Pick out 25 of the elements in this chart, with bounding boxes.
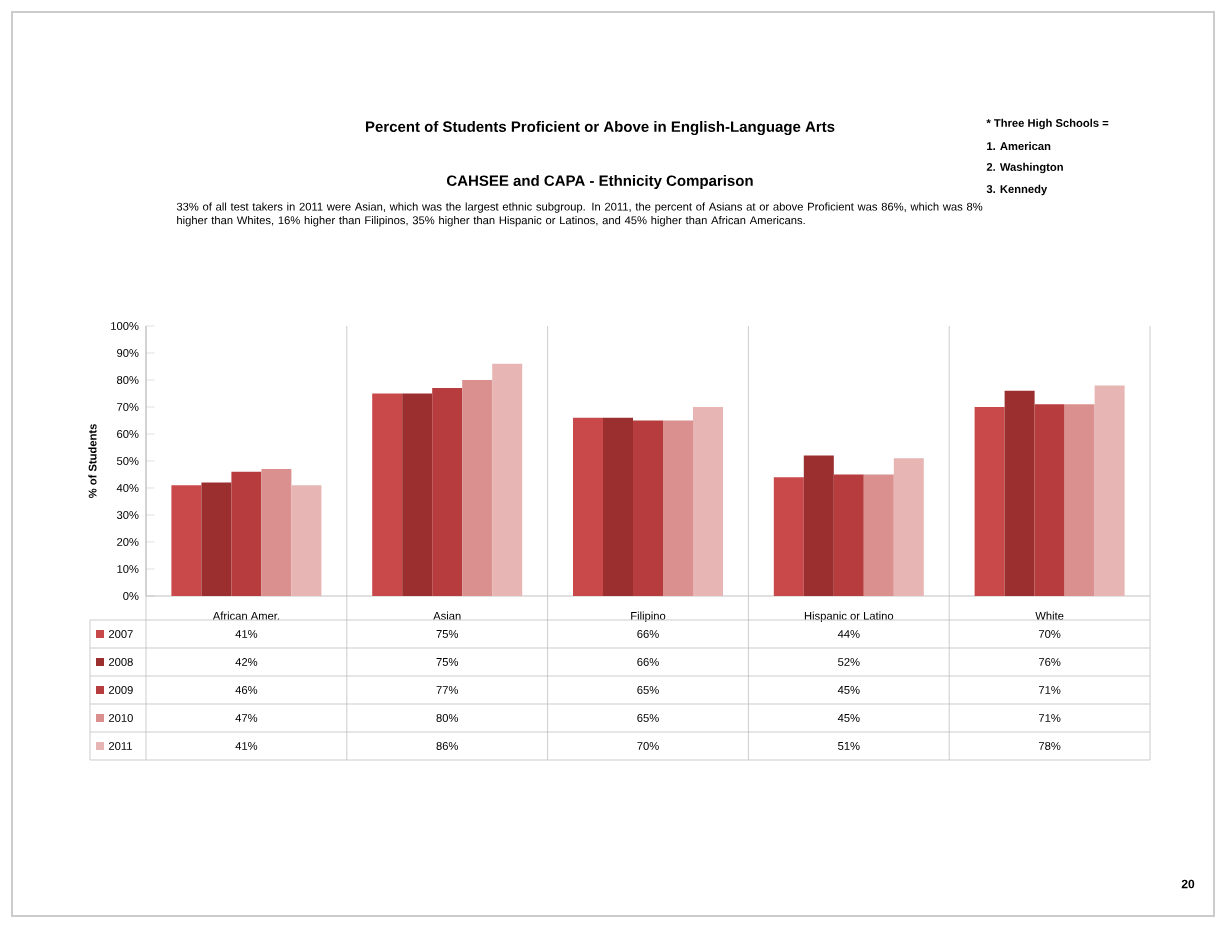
bar	[603, 417, 634, 596]
bar	[171, 485, 202, 596]
bar	[773, 477, 804, 596]
bar	[893, 458, 924, 596]
bar	[663, 420, 694, 596]
bar	[231, 471, 262, 596]
bar	[1064, 404, 1095, 596]
bar	[291, 485, 322, 596]
bar	[432, 388, 463, 596]
bar	[573, 417, 603, 596]
bar	[693, 406, 723, 596]
bar	[372, 393, 403, 596]
bar	[833, 474, 864, 596]
bar	[803, 455, 834, 596]
bar	[974, 406, 1005, 596]
bar	[1094, 385, 1125, 596]
bar	[462, 379, 493, 596]
bar	[1034, 404, 1065, 596]
bar	[201, 482, 232, 596]
bar	[261, 469, 292, 596]
bar	[863, 474, 894, 596]
bar	[1004, 390, 1035, 596]
bar	[633, 420, 664, 596]
bar	[492, 363, 523, 596]
bar	[402, 393, 433, 596]
